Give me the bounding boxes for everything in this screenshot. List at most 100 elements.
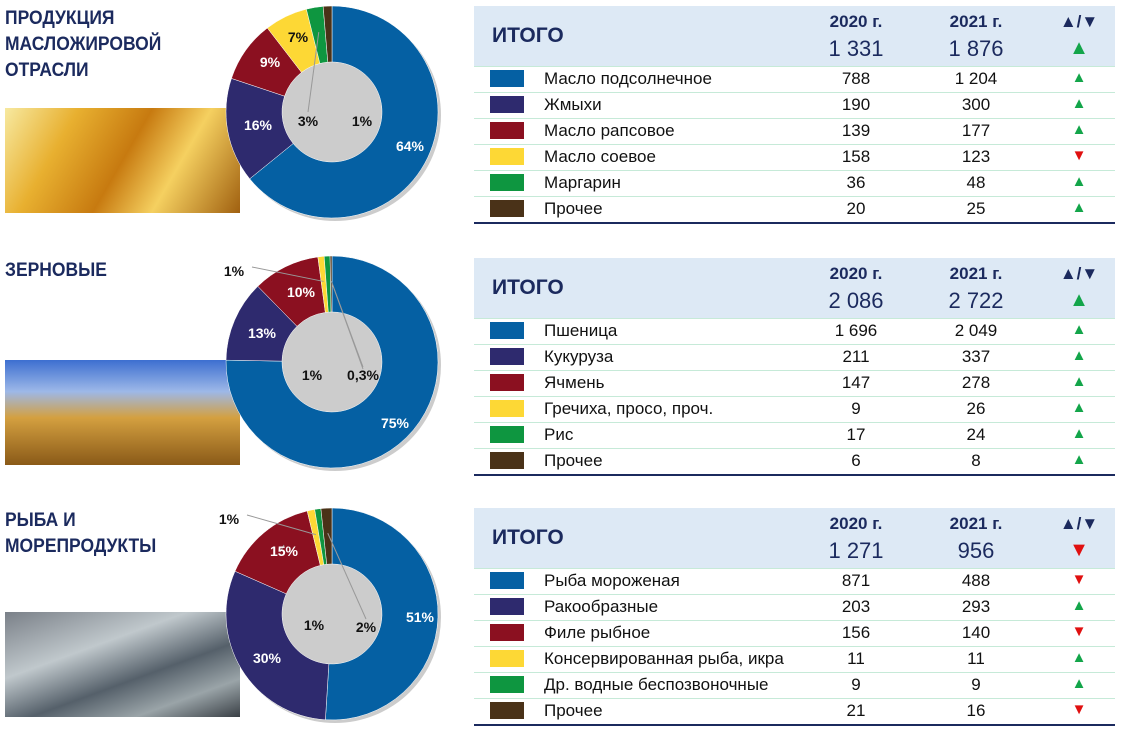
section-photo [5, 360, 240, 465]
arrow-up-icon: ▲ [1071, 95, 1087, 112]
donut-slice [320, 507, 333, 565]
category-label: Масло соевое [544, 147, 656, 166]
legend-swatch [490, 426, 524, 443]
legend-swatch [490, 400, 524, 417]
section-title: ПРОДУКЦИЯ МАСЛОЖИРОВОЙ ОТРАСЛИ [5, 8, 162, 81]
arrow-up-icon: ▲ [1071, 173, 1087, 190]
category-label: Ячмень [544, 373, 605, 392]
legend-swatch [490, 174, 524, 191]
total-2020: 1 271 [828, 538, 884, 563]
data-label: 1% [304, 617, 325, 633]
data-label: 51% [406, 609, 435, 625]
legend-swatch [490, 122, 524, 139]
leader-line [327, 532, 367, 620]
data-label: 10% [287, 284, 316, 300]
col-trend: ▲/▼ [1059, 264, 1099, 283]
value-2020: 21 [846, 701, 866, 720]
section-title: РЫБА И МОРЕПРОДУКТЫ [5, 510, 157, 557]
category-label: Маргарин [544, 173, 621, 192]
total-2020: 1 331 [828, 36, 884, 61]
category-label: Гречиха, просо, проч. [544, 399, 714, 418]
col-2021: 2021 г. [949, 264, 1003, 283]
table-row: Филе рыбное 156 140 ▼ [474, 620, 1115, 646]
legend-swatch [490, 148, 524, 165]
section-title: ЗЕРНОВЫЕ [5, 260, 107, 281]
table-bottom-rule [474, 474, 1115, 476]
data-label: 15% [270, 543, 299, 559]
data-table: ИТОГО 2020 г. 2021 г. ▲/▼ 2 086 2 722 ▲ … [474, 258, 1115, 476]
value-2021: 11 [967, 649, 985, 668]
section-photo [5, 108, 240, 213]
value-2020: 139 [841, 121, 871, 140]
legend-swatch [490, 598, 524, 615]
value-2020: 788 [841, 69, 871, 88]
section-photo [5, 612, 240, 717]
data-table: ИТОГО 2020 г. 2021 г. ▲/▼ 1 331 1 876 ▲ … [474, 6, 1115, 224]
value-2021: 293 [961, 597, 991, 616]
value-2021: 16 [966, 701, 986, 720]
data-table: ИТОГО 2020 г. 2021 г. ▲/▼ 1 271 956 ▼ Ры… [474, 508, 1115, 726]
table-bottom-rule [474, 222, 1115, 224]
value-2020: 1 696 [834, 321, 878, 340]
col-2021: 2021 г. [949, 514, 1003, 533]
category-label: Рис [544, 425, 574, 444]
data-label: 1% [224, 263, 245, 279]
data-label: 0,3% [347, 367, 379, 383]
category-label: Др. водные беспозвоночные [544, 675, 769, 694]
total-2020: 2 086 [828, 288, 884, 313]
value-2020: 6 [851, 451, 861, 470]
table-row: Прочее 21 16 ▼ [474, 698, 1115, 724]
arrow-up-icon: ▲ [1071, 373, 1087, 390]
arrow-down-icon: ▼ [1071, 571, 1087, 588]
donut-slice [325, 507, 439, 721]
legend-swatch [490, 676, 524, 693]
table-row: Маргарин 36 48 ▲ [474, 170, 1115, 196]
value-2021: 140 [961, 623, 991, 642]
data-label: 16% [244, 117, 273, 133]
legend-swatch [490, 200, 524, 217]
value-2021: 25 [966, 199, 986, 218]
donut-slice [322, 5, 333, 63]
col-2020: 2020 г. [829, 514, 883, 533]
table-row: Масло подсолнечное 788 1 204 ▲ [474, 66, 1115, 92]
legend-swatch [490, 452, 524, 469]
section-2: РЫБА И МОРЕПРОДУКТЫ 51% 30% 15% 1% 1% 2% ИТОГ… [0, 502, 1125, 742]
col-trend: ▲/▼ [1059, 12, 1099, 31]
arrow-up-icon: ▲ [1071, 675, 1087, 692]
arrow-down-icon: ▼ [1071, 701, 1087, 718]
donut-slice [225, 570, 330, 721]
value-2021: 24 [966, 425, 986, 444]
value-2021: 300 [961, 95, 991, 114]
value-2021: 48 [966, 173, 986, 192]
donut-chart: 51% 30% 15% 1% 1% 2% [219, 507, 441, 723]
table-row: Гречиха, просо, проч. 9 26 ▲ [474, 396, 1115, 422]
total-trend-icon: ▼ [1069, 539, 1089, 561]
table-row: Ячмень 147 278 ▲ [474, 370, 1115, 396]
category-label: Кукуруза [544, 347, 614, 366]
data-label: 1% [219, 511, 240, 527]
section-1: ЗЕРНОВЫЕ 75% 13% 10% 1% 1% 0,3% ИТОГО 2020 г.… [0, 252, 1125, 492]
arrow-up-icon: ▲ [1071, 69, 1087, 86]
data-label: 64% [396, 138, 425, 154]
value-2021: 177 [961, 121, 991, 140]
total-2021: 1 876 [948, 36, 1004, 61]
table-row: Рис 17 24 ▲ [474, 422, 1115, 448]
category-label: Прочее [544, 701, 603, 720]
leader-line [279, 544, 285, 553]
legend-swatch [490, 96, 524, 113]
category-label: Ракообразные [544, 597, 659, 616]
arrow-up-icon: ▲ [1071, 321, 1087, 338]
value-2021: 1 204 [954, 69, 998, 88]
col-trend: ▲/▼ [1059, 514, 1099, 533]
data-label: 13% [248, 325, 277, 341]
table-row: Пшеница 1 696 2 049 ▲ [474, 318, 1115, 344]
total-label: ИТОГО [492, 526, 564, 549]
value-2021: 488 [961, 571, 991, 590]
arrow-up-icon: ▲ [1071, 649, 1087, 666]
arrow-up-icon: ▲ [1071, 597, 1087, 614]
legend-swatch [490, 70, 524, 87]
section-0: ПРОДУКЦИЯ МАСЛОЖИРОВОЙ ОТРАСЛИ 64% 16% 9% 7… [0, 0, 1125, 240]
col-2020: 2020 г. [829, 12, 883, 31]
category-label: Жмыхи [544, 95, 602, 114]
table-header: ИТОГО 2020 г. 2021 г. ▲/▼ 2 086 2 722 ▲ [474, 258, 1115, 318]
